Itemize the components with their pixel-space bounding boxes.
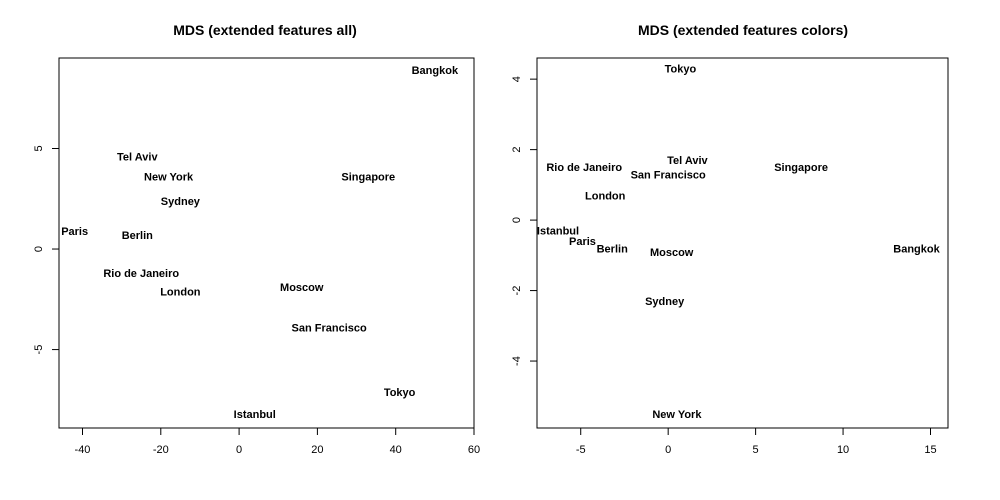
x-tick-label: 15 (924, 444, 936, 456)
city-label: Tokyo (384, 387, 416, 399)
city-label: London (585, 190, 626, 202)
mds-colors-panel: MDS (extended features colors) -5 0 5 10 15 -4… (511, 22, 949, 456)
x-tick-label: 20 (311, 444, 323, 456)
city-label: New York (144, 172, 194, 184)
city-label: Istanbul (234, 409, 276, 421)
x-tick-label: -5 (576, 444, 586, 456)
city-label: Paris (61, 226, 88, 238)
city-label: San Francisco (631, 169, 706, 181)
y-tick-label: 0 (511, 217, 523, 223)
x-tick-label: 60 (468, 444, 480, 456)
city-label: Moscow (280, 282, 324, 294)
city-label: Sydney (161, 196, 201, 208)
city-label: Bangkok (412, 65, 459, 77)
mds-all-panel: MDS (extended features all) -40 -20 0 20 40 60… (33, 22, 480, 456)
x-tick-label: 0 (665, 444, 671, 456)
city-label: Singapore (774, 162, 828, 174)
x-tick-label: 0 (236, 444, 242, 456)
y-tick-label: 5 (33, 145, 45, 151)
point-labels: Tokyo Tel Aviv Singapore Rio de Janeiro San … (537, 64, 941, 421)
city-label: Bangkok (893, 243, 940, 255)
city-label: Berlin (597, 243, 628, 255)
y-tick-label: 2 (511, 147, 523, 153)
city-label: Singapore (341, 172, 395, 184)
x-tick-label: -40 (75, 444, 91, 456)
x-tick-label: -20 (153, 444, 169, 456)
y-tick-label: -2 (511, 286, 523, 296)
city-label: Berlin (122, 230, 153, 242)
city-label: Tokyo (665, 64, 697, 76)
city-label: Tel Aviv (117, 152, 158, 164)
chart-title: MDS (extended features all) (173, 22, 357, 38)
city-label: Sydney (645, 296, 685, 308)
y-tick-label: 4 (511, 76, 523, 82)
city-label: London (160, 286, 201, 298)
x-tick-label: 5 (753, 444, 759, 456)
city-label: Moscow (650, 247, 694, 259)
city-label: Rio de Janeiro (546, 162, 622, 174)
plot-frame (58, 57, 475, 429)
city-label: Istanbul (537, 226, 579, 238)
y-tick-label: -4 (511, 356, 523, 366)
y-axis: -5 0 5 (33, 145, 60, 355)
x-tick-label: 10 (837, 444, 849, 456)
city-label: Tel Aviv (667, 155, 708, 167)
city-label: Paris (569, 236, 596, 248)
city-label: Rio de Janeiro (103, 268, 179, 280)
x-axis: -5 0 5 10 15 (576, 427, 937, 456)
y-tick-label: -5 (33, 345, 45, 355)
x-axis: -40 -20 0 20 40 60 (75, 427, 480, 456)
y-axis: -4 -2 0 2 4 (511, 76, 538, 366)
city-label: San Francisco (292, 322, 367, 334)
chart-title: MDS (extended features colors) (638, 22, 848, 38)
y-tick-label: 0 (33, 246, 45, 252)
x-tick-label: 40 (390, 444, 402, 456)
city-label: New York (652, 409, 702, 421)
point-labels: Bangkok Tel Aviv New York Singapore Sydney Pa… (61, 65, 459, 421)
